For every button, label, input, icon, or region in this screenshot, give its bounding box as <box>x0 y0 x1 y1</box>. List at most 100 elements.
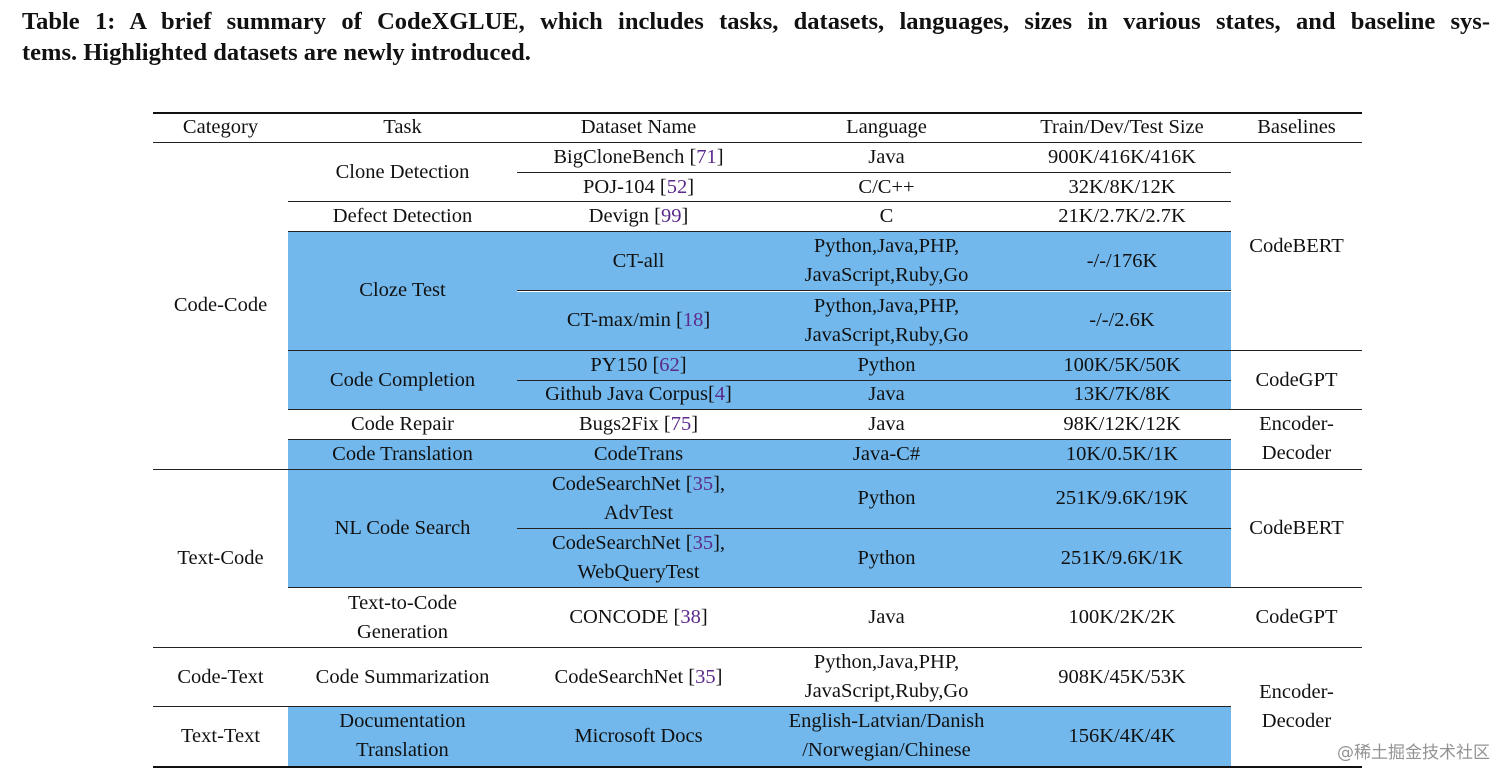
text-segment: ] <box>679 353 687 376</box>
task-cell: Code Translation <box>288 440 517 470</box>
text-segment: ] <box>716 145 724 168</box>
cell-text: Python <box>857 487 916 510</box>
header-cell: Dataset Name <box>517 113 760 143</box>
size-cell: 900K/416K/416K <box>1013 143 1231 173</box>
cell-line: BigCloneBench [71] <box>553 143 723 172</box>
cell-text: Dataset Name <box>580 116 697 138</box>
header-cell: Baselines <box>1231 113 1362 143</box>
cell-line: WebQueryTest <box>577 561 700 584</box>
citation: 52 <box>666 175 688 198</box>
dataset-cell: Microsoft Docs <box>517 707 760 767</box>
cell-line: Documentation <box>339 710 466 733</box>
category-cell: Code-Text <box>153 648 288 708</box>
cell-line: AdvTest <box>603 501 674 524</box>
text-segment: CodeSearchNet [ <box>551 472 693 495</box>
text-segment: Github Java Corpus[ <box>545 383 715 406</box>
cell-text: 100K/2K/2K <box>1068 606 1176 629</box>
cell-text: Defect Detection <box>332 205 473 228</box>
text-segment: CodeSearchNet [ <box>554 665 696 688</box>
language-cell: Java <box>760 410 1013 440</box>
citation: 35 <box>695 665 716 688</box>
task-cell: Documentation Translation <box>288 707 517 767</box>
size-cell: 32K/8K/12K <box>1013 173 1231 203</box>
text-segment: Devign [ <box>588 205 661 228</box>
cell-text: CodeGPT <box>1255 368 1338 391</box>
cell-line: CodeSearchNet [35], <box>552 529 725 558</box>
citation: 99 <box>660 205 682 228</box>
baseline-cell: CodeBERT <box>1231 143 1362 351</box>
citation: 38 <box>680 606 701 629</box>
task-cell: Cloze Test <box>288 232 517 351</box>
cell-text: 13K/7K/8K <box>1073 383 1171 406</box>
cell-text: Python <box>857 353 916 376</box>
text-segment: CT-max/min [ <box>566 309 683 332</box>
caption-line: tems. Highlighted datasets are newly int… <box>22 39 531 66</box>
size-cell: -/-/176K <box>1013 232 1231 292</box>
language-cell: C <box>760 202 1013 233</box>
language-cell: Python <box>760 469 1013 530</box>
size-cell: 251K/9.6K/19K <box>1013 469 1231 530</box>
cell-line: Text-to-Code <box>347 591 457 614</box>
cell-text: C <box>879 205 894 228</box>
cell-text: NL Code Search <box>334 517 471 540</box>
dataset-cell: POJ-104 [52] <box>517 173 760 203</box>
cell-line: POJ-104 [52] <box>583 173 694 202</box>
cell-line: Github Java Corpus[4] <box>545 380 732 409</box>
text-segment: ], <box>713 472 726 495</box>
header-cell: Task <box>288 113 517 143</box>
dataset-cell: CodeSearchNet [35], AdvTest <box>517 469 760 530</box>
cell-text: Task <box>383 116 422 138</box>
cell-line: CT-max/min [18] <box>567 306 710 335</box>
language-cell: Java <box>760 143 1013 173</box>
language-cell: Python <box>760 350 1013 381</box>
baseline-cell: CodeGPT <box>1231 351 1362 411</box>
cell-text: Category <box>182 116 259 138</box>
cell-text: Java <box>868 606 905 629</box>
cell-text: CT-all <box>612 249 665 272</box>
cell-text: CodeBERT <box>1249 517 1344 540</box>
cell-line: JavaScript,Ruby,Go <box>804 323 969 346</box>
task-cell: Code Repair <box>288 410 517 440</box>
cell-text: Java <box>868 383 905 406</box>
task-cell: Text-to-Code Generation <box>288 589 517 648</box>
size-cell: 21K/2.7K/2.7K <box>1013 202 1231 233</box>
dataset-cell: CodeSearchNet [35] <box>517 648 760 708</box>
cell-line: Bugs2Fix [75] <box>579 410 698 439</box>
cell-text: Code Translation <box>332 442 473 465</box>
table-rule <box>153 112 1362 114</box>
citation: 35 <box>692 472 714 495</box>
header-cell: Language <box>760 113 1013 143</box>
dataset-cell: CT-all <box>517 232 760 292</box>
size-cell: 251K/9.6K/1K <box>1013 529 1231 589</box>
header-cell: Category <box>153 113 288 143</box>
language-cell: C/C++ <box>760 173 1013 203</box>
citation: 18 <box>682 309 704 332</box>
task-cell: Code Completion <box>288 350 517 411</box>
dataset-cell: BigCloneBench [71] <box>517 143 760 173</box>
cell-line: English-Latvian/Danish <box>788 710 985 733</box>
cell-line: Python,Java,PHP, <box>813 294 960 317</box>
cell-text: CodeTrans <box>593 442 684 465</box>
cell-text: Code-Code <box>173 294 268 317</box>
language-cell: English-Latvian/Danish/Norwegian/Chinese <box>760 707 1013 767</box>
citation: 75 <box>670 413 692 436</box>
text-segment: ] <box>687 175 695 198</box>
text-segment: ] <box>681 205 689 228</box>
cell-text: -/-/2.6K <box>1089 309 1155 332</box>
citation: 4 <box>714 383 726 406</box>
baseline-cell: CodeGPT <box>1231 589 1362 648</box>
cell-line: Python,Java,PHP, <box>813 651 960 674</box>
language-cell: Python,Java,PHP, JavaScript,Ruby,Go <box>760 648 1013 708</box>
cell-line: CONCODE [38] <box>569 603 707 632</box>
citation: 71 <box>696 145 717 168</box>
category-cell: Text-Code <box>153 470 288 648</box>
cell-text: Text-Code <box>177 546 264 569</box>
size-cell: 100K/5K/50K <box>1013 350 1231 381</box>
baseline-cell: Encoder- Decoder <box>1231 410 1362 470</box>
cell-text: Code Repair <box>350 413 455 436</box>
task-cell: NL Code Search <box>288 469 517 589</box>
text-segment: POJ-104 [ <box>582 175 667 198</box>
cell-text: Text-Text <box>180 724 261 747</box>
cell-text: Train/Dev/Test Size <box>1040 116 1204 138</box>
